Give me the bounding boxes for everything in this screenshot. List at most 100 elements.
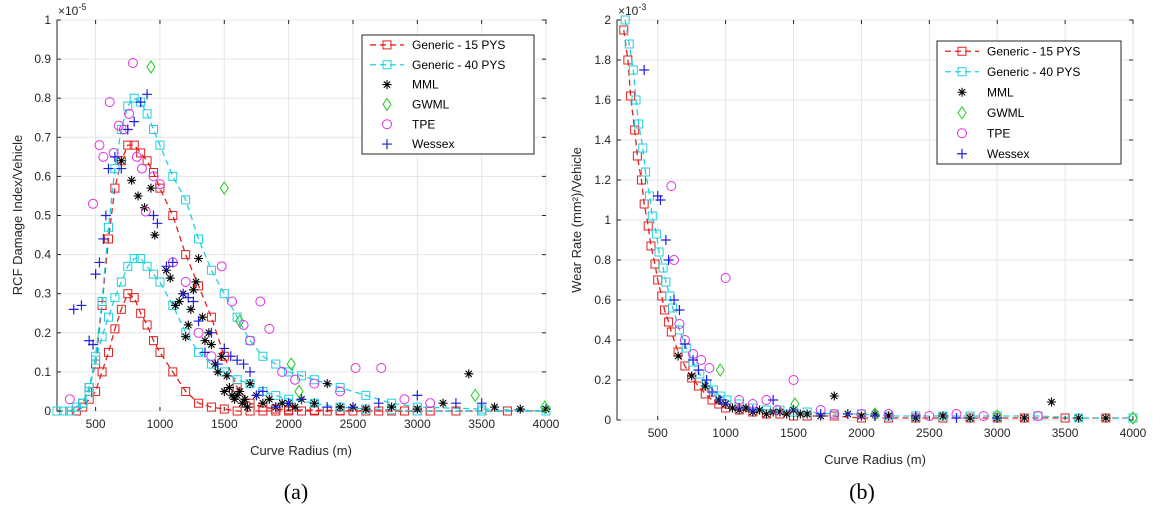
data-point (782, 409, 792, 419)
data-point (309, 375, 319, 385)
data-point (795, 409, 805, 419)
data-point (238, 319, 249, 330)
x-tick-label: 3500 (1052, 426, 1079, 440)
data-point (664, 317, 674, 327)
data-point (755, 405, 765, 415)
data-point (219, 181, 229, 196)
data-point (168, 171, 178, 181)
y-axis-label: Wear Rate (mm²)/Vehicle (569, 147, 584, 293)
y-tick-label: 0.4 (594, 333, 611, 347)
data-point (842, 409, 853, 419)
data-point (155, 140, 165, 150)
data-point (235, 386, 245, 396)
chart-panel-a: 500 1000 1500 2000 2500 3000 3500 4000 0 0.1 0.2 0.… (10, 2, 560, 504)
data-point (335, 402, 345, 412)
data-point (194, 234, 204, 244)
data-point (206, 351, 217, 362)
legend-label: Generic - 15 PYS (412, 38, 505, 52)
x-tick-label: 1500 (211, 417, 238, 431)
y-tick-label: 0.2 (34, 326, 51, 340)
data-point (1047, 397, 1057, 407)
y-tick-label: 0 (604, 413, 611, 427)
data-point (361, 390, 371, 400)
data-point (632, 151, 642, 161)
data-point (652, 191, 663, 201)
data-point (788, 375, 799, 385)
x-tick-label: 4000 (533, 417, 560, 431)
data-point (136, 148, 146, 158)
data-point (309, 398, 319, 408)
y-exponent-label: ×10-5 (58, 2, 86, 18)
legend-marker (957, 67, 967, 77)
legend: Generic - 15 PYS Generic - 40 PYS MML GWML T… (361, 34, 535, 155)
x-tick-label: 1500 (780, 426, 807, 440)
data-point (701, 375, 712, 385)
legend-label: TPE (412, 117, 435, 131)
y-tick-label: 0.1 (34, 365, 51, 379)
data-point (704, 363, 715, 373)
data-point (170, 300, 180, 310)
data-point (515, 404, 525, 414)
y-tick-label: 0.9 (34, 52, 51, 66)
data-point (212, 359, 223, 370)
y-tick-label: 0.4 (34, 248, 51, 262)
data-point (219, 289, 229, 299)
legend-label: MML (412, 78, 439, 92)
data-point (183, 320, 193, 330)
y-tick-label: 1.4 (594, 133, 611, 147)
y-axis-label: RCF Damage Index/Vehicle (10, 135, 25, 295)
data-point (206, 340, 216, 350)
data-point (660, 235, 671, 245)
data-point (181, 386, 191, 396)
data-point (639, 65, 650, 75)
data-point (206, 265, 216, 275)
y-exponent-label: ×10-3 (618, 2, 646, 18)
data-point (97, 297, 107, 307)
data-point (167, 257, 178, 268)
data-point (309, 378, 320, 389)
data-point (290, 374, 301, 385)
y-tick-label: 0.2 (594, 373, 611, 387)
data-point (741, 403, 751, 413)
data-point (387, 402, 397, 412)
data-point (181, 195, 191, 205)
y-tick-label: 2 (604, 13, 611, 27)
data-point (666, 181, 677, 191)
data-point (191, 277, 201, 287)
data-point (194, 254, 204, 264)
data-point (78, 398, 88, 408)
data-point (109, 151, 120, 162)
data-point (628, 65, 638, 75)
data-point (237, 398, 247, 408)
x-tick-label: 2500 (916, 426, 943, 440)
x-tick-label: 1000 (147, 417, 174, 431)
data-point (146, 60, 156, 74)
data-point (399, 394, 410, 405)
data-point (155, 183, 165, 193)
data-point (669, 295, 680, 305)
data-point (103, 347, 113, 357)
data-point (277, 398, 287, 408)
data-point (206, 402, 216, 412)
data-point (148, 210, 159, 221)
data-point (245, 366, 256, 377)
y-tick-label: 1 (44, 13, 51, 27)
data-point (97, 332, 107, 342)
data-point (116, 156, 126, 166)
data-point (91, 351, 101, 361)
data-point (161, 261, 172, 272)
data-point (230, 394, 240, 404)
data-point (88, 339, 99, 350)
legend-marker (382, 97, 392, 112)
data-point (188, 285, 198, 295)
data-point (168, 367, 178, 377)
legend-marker (382, 80, 392, 90)
data-point (181, 332, 191, 342)
data-point (883, 409, 894, 419)
data-point (264, 394, 274, 404)
y-tick-label: 0.6 (34, 169, 51, 183)
data-point (140, 206, 151, 217)
data-point (768, 395, 779, 405)
data-point (136, 308, 146, 318)
data-point (136, 163, 147, 174)
